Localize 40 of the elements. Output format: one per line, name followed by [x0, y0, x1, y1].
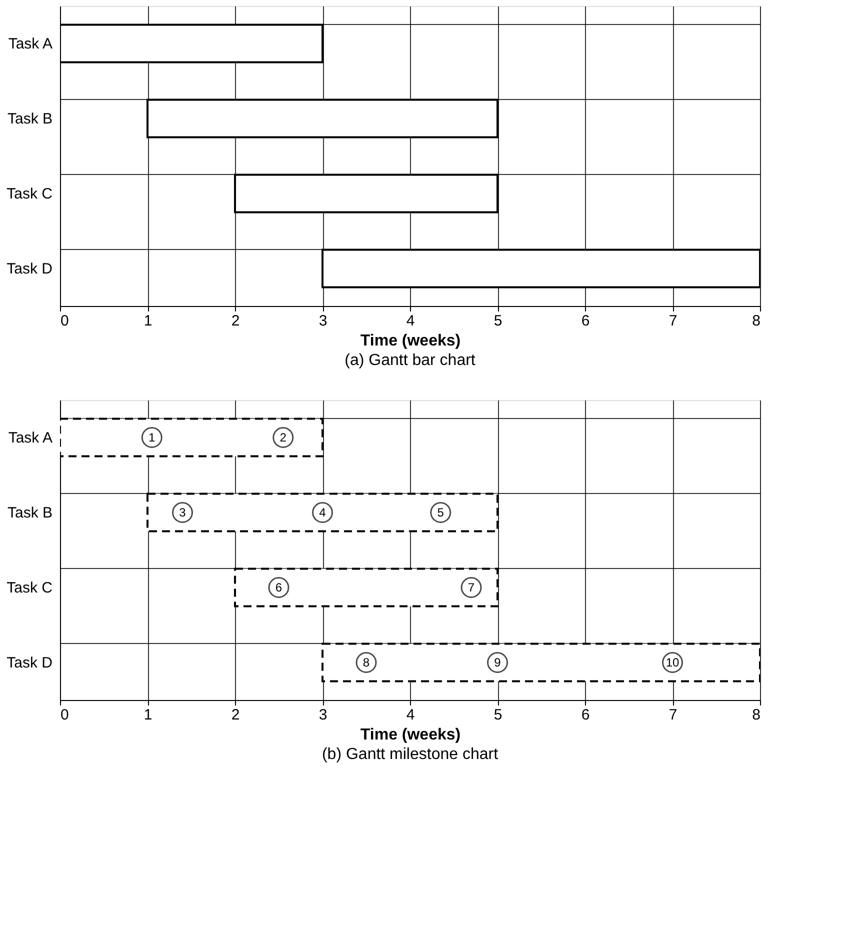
x-tick-label: 1 [144, 706, 152, 724]
series-label: 7 [468, 580, 475, 594]
series-label: 10 [666, 656, 680, 670]
series-label: 8 [362, 656, 370, 670]
series-label: 3 [179, 506, 186, 520]
x-tick-label: 6 [581, 706, 590, 724]
x-axis-title: Time (weeks) [360, 726, 461, 744]
x-tick-label: 3 [318, 312, 328, 330]
x-tick-label: 2 [231, 312, 240, 330]
text: (b) Gantt milestone chart [322, 746, 499, 763]
x-tick-label: 3 [318, 706, 328, 724]
x-tick-label: 8 [752, 706, 760, 724]
y-tick-label: Task B [7, 504, 52, 522]
x-tick-label: 5 [494, 706, 502, 724]
series-label: 2 [280, 430, 287, 444]
y-tick-label: Task C [6, 580, 53, 596]
x-tick-label: 4 [406, 706, 415, 724]
series-label: 1 [148, 430, 156, 444]
x-tick-label: 5 [494, 312, 502, 330]
x-tick-label: 2 [231, 706, 240, 724]
text: (a) Gantt bar chart [344, 352, 476, 369]
y-tick-label: Task B [7, 110, 52, 128]
series-label: 6 [275, 580, 282, 594]
x-tick-label: 4 [406, 312, 415, 330]
y-tick-label: Task D [6, 260, 53, 278]
x-tick-label: 0 [60, 312, 69, 330]
y-tick-label: Task C [6, 186, 53, 202]
series-label: 5 [437, 506, 444, 520]
series-label: 4 [319, 506, 326, 520]
series-label: 9 [494, 656, 502, 670]
x-tick-label: 0 [60, 706, 69, 724]
y-tick-label: Task D [6, 654, 53, 672]
x-tick-label: 6 [581, 312, 590, 330]
x-axis-title: Time (weeks) [360, 332, 461, 350]
x-tick-label: 8 [752, 312, 760, 330]
y-tick-label: Task A [8, 36, 52, 52]
y-tick-label: Task A [8, 430, 52, 446]
x-tick-label: 7 [668, 312, 678, 330]
x-tick-label: 7 [668, 706, 678, 724]
x-tick-label: 1 [144, 312, 152, 330]
